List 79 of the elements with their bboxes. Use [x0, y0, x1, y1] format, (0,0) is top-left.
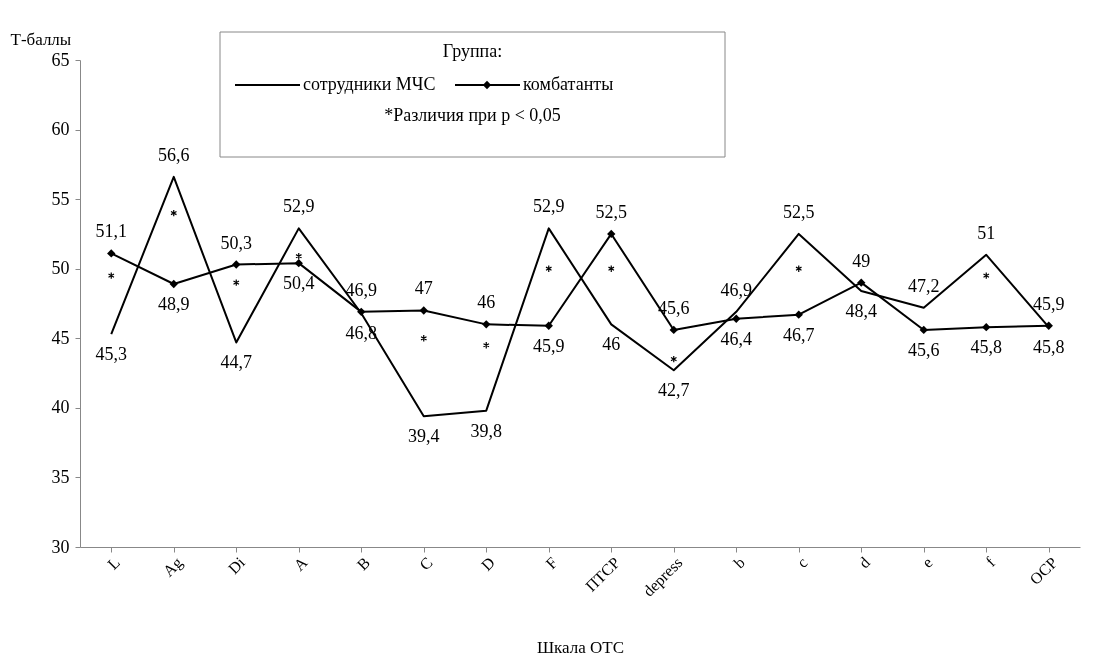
point [794, 310, 803, 319]
data-label: 45,3 [95, 344, 127, 365]
point [732, 314, 741, 323]
y-tick-label: 60 [51, 119, 70, 140]
x-tick-label: Di [224, 553, 249, 578]
data-label: 52,5 [783, 201, 815, 222]
data-label: 45,6 [658, 297, 690, 318]
data-label: 52,9 [283, 196, 315, 217]
y-axis-title: Т-баллы [10, 29, 72, 49]
point [170, 209, 178, 217]
data-label: 52,9 [533, 196, 565, 217]
x-tick-label: B [353, 553, 374, 574]
data-label: 56,6 [158, 144, 190, 165]
data-label: 48,4 [845, 300, 877, 321]
x-tick-label: A [290, 553, 311, 574]
y-tick-label: 45 [51, 327, 70, 348]
data-label: 46,9 [720, 279, 752, 300]
x-tick-label: C [416, 553, 436, 574]
data-label: 39,8 [470, 420, 502, 441]
data-label: 46 [477, 292, 496, 313]
legend-title: Группа: [442, 41, 503, 61]
data-label: 45,9 [533, 335, 565, 356]
data-label: 45,6 [908, 339, 940, 360]
point [357, 307, 366, 317]
x-tick-label: Ag [159, 553, 187, 581]
data-label: 45,8 [970, 337, 1002, 358]
point [232, 278, 240, 287]
x-tick-label: d [855, 553, 874, 572]
y-tick-label: 55 [51, 188, 70, 209]
x-tick-label: ОСР [1026, 553, 1061, 588]
data-label: 45,9 [1033, 293, 1065, 314]
point [544, 321, 553, 330]
point [607, 229, 616, 239]
point [419, 306, 428, 315]
data-label: 50,4 [283, 273, 315, 294]
data-label: 44,7 [220, 352, 252, 373]
data-label: 51 [977, 222, 996, 243]
x-tick-label: c [793, 553, 811, 571]
data-label: 47 [414, 278, 433, 299]
point [107, 271, 115, 280]
point [482, 320, 491, 329]
legend-label: сотрудники МЧС [303, 74, 436, 94]
x-tick-label: L [104, 553, 124, 573]
data-label: 46,7 [783, 324, 815, 345]
point [982, 322, 991, 332]
point [294, 258, 303, 268]
point [295, 252, 303, 260]
y-tick-label: 30 [51, 536, 70, 557]
x-tick-label: e [918, 553, 936, 571]
data-label: 46 [602, 334, 621, 355]
data-label: 52,5 [595, 201, 627, 222]
data-label: 45,8 [1033, 337, 1065, 358]
data-label: 47,2 [908, 275, 940, 296]
data-label: 46,9 [345, 279, 377, 300]
data-label: 42,7 [658, 380, 690, 401]
y-tick-label: 65 [51, 49, 70, 70]
point [107, 249, 116, 258]
data-label: 51,1 [95, 221, 127, 242]
annotation: *Различия при p < 0,05 [384, 105, 561, 125]
point [1044, 321, 1053, 330]
data-label: 48,9 [158, 294, 190, 315]
point [169, 279, 178, 289]
data-label: 50,3 [220, 232, 252, 253]
x-axis-title: Шкала ОТС [536, 637, 625, 657]
point [669, 325, 678, 335]
y-tick-label: 50 [51, 258, 70, 279]
point [232, 260, 241, 269]
x-tick-label: F [542, 553, 561, 573]
x-tick-label: f [982, 553, 999, 570]
data-label: 49 [852, 250, 871, 271]
point [857, 278, 866, 287]
y-tick-label: 35 [51, 466, 70, 487]
data-label: 39,4 [408, 426, 440, 447]
legend-label: комбатанты [523, 74, 614, 94]
point [919, 325, 928, 335]
data-label: 46,4 [720, 328, 752, 349]
x-tick-label: D [477, 553, 499, 574]
y-tick-label: 40 [51, 397, 70, 418]
x-tick-label: b [730, 553, 749, 572]
